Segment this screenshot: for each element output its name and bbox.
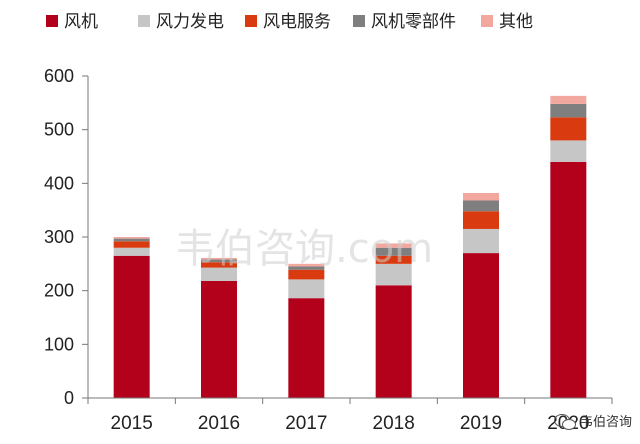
y-tick-label: 500	[44, 120, 74, 140]
bar-segment	[113, 247, 150, 256]
watermark: 韦伯咨询.com	[175, 226, 433, 272]
bar-segment	[288, 279, 325, 299]
bar-segment	[375, 243, 412, 248]
bar-segment	[113, 241, 150, 248]
wechat-icon	[553, 412, 576, 430]
axes: 0100200300400500600201520162017201820192…	[44, 66, 613, 434]
bar-segment	[113, 238, 150, 242]
y-tick-label: 100	[44, 334, 74, 354]
x-tick-label: 2016	[198, 413, 240, 434]
bar-segment	[201, 259, 237, 263]
y-tick-label: 300	[44, 227, 74, 247]
legend-swatch	[46, 15, 58, 27]
bar-segment	[550, 103, 587, 118]
legend-label: 风力发电	[156, 12, 224, 32]
legend: 风机 风力发电 风电服务 风机零部件 其他	[46, 12, 533, 32]
bar-segment	[375, 247, 412, 256]
bar-segment	[288, 263, 325, 267]
bar-segment	[288, 269, 325, 280]
bar-segment	[463, 200, 499, 212]
y-tick-label: 0	[64, 388, 74, 408]
legend-label: 风机零部件	[371, 12, 456, 32]
legend-swatch	[481, 15, 493, 27]
bar-segment	[201, 267, 237, 282]
legend-label: 其他	[499, 12, 533, 32]
source-badge-text: 韦伯咨询	[579, 415, 632, 430]
bar-segment	[288, 266, 325, 270]
x-tick-label: 2017	[285, 413, 327, 434]
plot-area	[113, 95, 587, 398]
bar-segment	[201, 257, 237, 260]
y-tick-label: 400	[44, 173, 74, 193]
x-tick-label: 2015	[111, 413, 153, 434]
legend-label: 风机	[64, 12, 98, 32]
bar-segment	[463, 211, 499, 229]
bar-segment	[201, 262, 237, 268]
legend-swatch	[353, 15, 365, 27]
bar-segment	[113, 255, 150, 398]
bar-segment	[463, 253, 499, 398]
y-tick-label: 600	[44, 66, 74, 86]
x-tick-label: 2018	[373, 413, 415, 434]
bar-segment	[375, 285, 412, 398]
bar-segment	[550, 117, 587, 141]
x-tick-label: 2019	[460, 413, 502, 434]
bar-segment	[113, 237, 150, 239]
legend-label: 风电服务	[263, 12, 331, 32]
bar-segment	[201, 281, 237, 398]
bar-segment	[550, 161, 587, 398]
bar-segment	[375, 263, 412, 286]
bar-segment	[463, 228, 499, 254]
bar-segment	[550, 140, 587, 162]
source-badge: 韦伯咨询	[553, 411, 632, 430]
legend-swatch	[138, 15, 150, 27]
y-tick-label: 200	[44, 281, 74, 301]
legend-swatch	[245, 15, 257, 27]
bar-segment	[375, 255, 412, 264]
bar-segment	[550, 95, 587, 104]
bar-segment	[463, 192, 499, 201]
bar-segment	[288, 298, 325, 398]
